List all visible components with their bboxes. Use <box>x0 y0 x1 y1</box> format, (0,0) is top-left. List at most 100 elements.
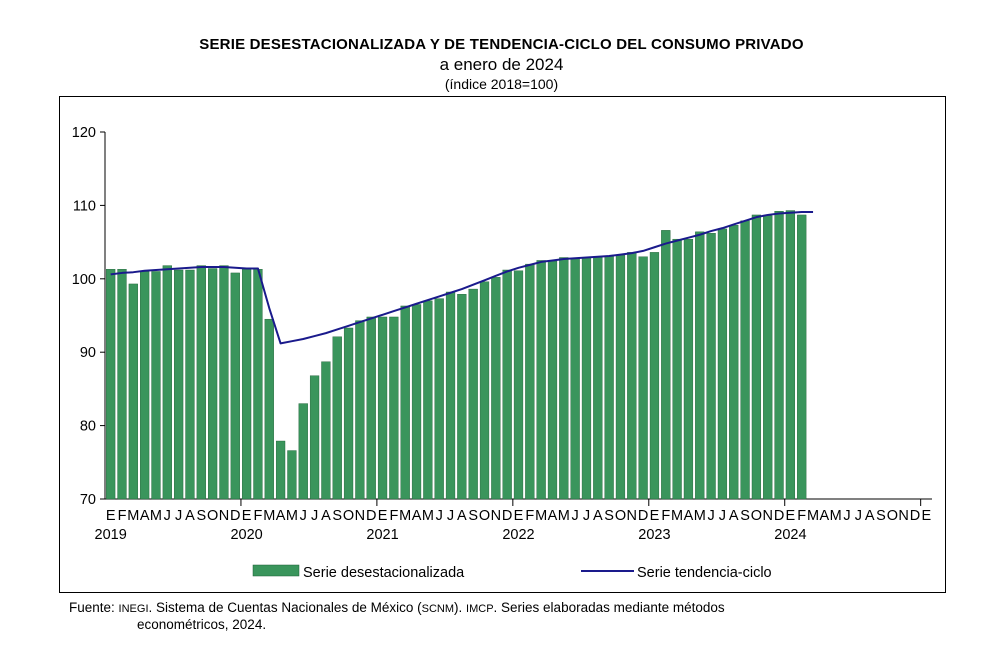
x-month-label: O <box>207 508 218 524</box>
trend-line <box>110 211 814 345</box>
bar <box>298 403 308 500</box>
x-month-label: F <box>797 508 806 524</box>
bar <box>638 256 648 500</box>
y-tick-label: 70 <box>80 492 96 508</box>
legend-swatch-bars <box>252 564 300 577</box>
y-tick-label: 80 <box>80 419 96 435</box>
bar <box>706 233 716 500</box>
bar <box>661 230 671 500</box>
bar <box>332 336 342 500</box>
x-month-label: E <box>378 508 388 524</box>
x-year-label: 2021 <box>366 527 398 543</box>
x-month-label: O <box>751 508 762 524</box>
x-month-label: D <box>638 508 648 524</box>
bar <box>196 265 206 500</box>
x-month-label: A <box>412 508 422 524</box>
bar <box>581 257 592 500</box>
x-month-label: M <box>558 508 570 524</box>
bar <box>434 298 444 500</box>
x-month-label: A <box>276 508 286 524</box>
bar <box>559 257 569 500</box>
source-text-1: . Sistema de Cuentas Nacionales de Méxic… <box>148 600 422 615</box>
x-month-label: E <box>650 508 660 524</box>
y-tick-label: 120 <box>72 125 96 141</box>
x-month-label: J <box>436 508 443 524</box>
x-month-label: F <box>118 508 127 524</box>
x-month-label: F <box>525 508 534 524</box>
bar <box>106 269 116 500</box>
bar <box>185 269 195 500</box>
x-year-label: 2023 <box>638 527 670 543</box>
bar <box>627 252 637 500</box>
bar <box>797 214 807 500</box>
x-month-label: S <box>468 508 478 524</box>
x-month-label: M <box>830 508 842 524</box>
x-month-label: N <box>762 508 772 524</box>
bar <box>219 265 229 500</box>
x-month-label: E <box>514 508 524 524</box>
bar <box>649 252 660 500</box>
x-month-label: O <box>887 508 898 524</box>
bar <box>366 316 376 500</box>
x-year-label: 2019 <box>95 527 127 543</box>
chart-frame: 70 80 90 100 110 120 E F M A M J J A S O N D E F M A M J J A S O N D E… <box>59 96 946 593</box>
x-month-label: N <box>219 508 229 524</box>
source-label: Fuente: <box>69 600 115 615</box>
x-month-label: E <box>786 508 796 524</box>
x-month-label: F <box>661 508 670 524</box>
bar <box>174 269 184 500</box>
bar <box>763 215 773 500</box>
x-month-label: S <box>196 508 206 524</box>
x-month-label: D <box>502 508 512 524</box>
bar <box>695 231 705 500</box>
x-month-label: N <box>355 508 365 524</box>
x-month-label: A <box>865 508 875 524</box>
bar <box>343 327 354 500</box>
y-tick-label: 110 <box>73 198 96 214</box>
x-month-label: J <box>719 508 726 524</box>
x-month-label: D <box>774 508 784 524</box>
x-month-label: M <box>127 508 139 524</box>
x-month-label: J <box>300 508 307 524</box>
x-month-label: J <box>175 508 182 524</box>
bar <box>264 318 274 500</box>
x-month-label: F <box>389 508 398 524</box>
x-month-label: M <box>694 508 706 524</box>
chart-title: SERIE DESESTACIONALIZADA Y DE TENDENCIA-… <box>199 36 804 53</box>
source-text-3: . Series elaboradas mediante métodos <box>493 600 725 615</box>
bar <box>457 294 467 500</box>
x-month-label: J <box>583 508 590 524</box>
x-year-label: 2024 <box>774 527 806 543</box>
source-text-2: ). <box>454 600 467 615</box>
bar <box>570 258 580 500</box>
bar <box>468 288 478 500</box>
bar <box>547 260 558 500</box>
bar <box>162 265 172 500</box>
bar <box>241 269 252 500</box>
x-month-label: A <box>684 508 694 524</box>
bar <box>230 272 240 500</box>
bar <box>513 270 524 500</box>
x-month-label: A <box>321 508 331 524</box>
bar <box>275 440 286 500</box>
x-month-label: D <box>910 508 920 524</box>
bar <box>389 316 399 500</box>
chart-units: (índice 2018=100) <box>444 76 559 92</box>
x-month-label: E <box>106 508 116 524</box>
source-scnm: SCNM <box>421 603 455 615</box>
bar <box>411 304 422 500</box>
y-tick-label: 100 <box>72 272 96 288</box>
bar <box>785 210 796 500</box>
x-year-label: 2020 <box>230 527 262 543</box>
x-month-label: J <box>311 508 318 524</box>
bar <box>683 238 694 500</box>
x-month-label: M <box>263 508 275 524</box>
bar <box>751 214 762 500</box>
bar <box>615 255 626 500</box>
x-month-label: M <box>535 508 547 524</box>
source-line-2: econométricos, 2024. <box>137 617 267 632</box>
x-month-label: M <box>422 508 434 524</box>
x-month-label: N <box>491 508 501 524</box>
x-month-label: A <box>140 508 150 524</box>
x-month-label: N <box>898 508 908 524</box>
